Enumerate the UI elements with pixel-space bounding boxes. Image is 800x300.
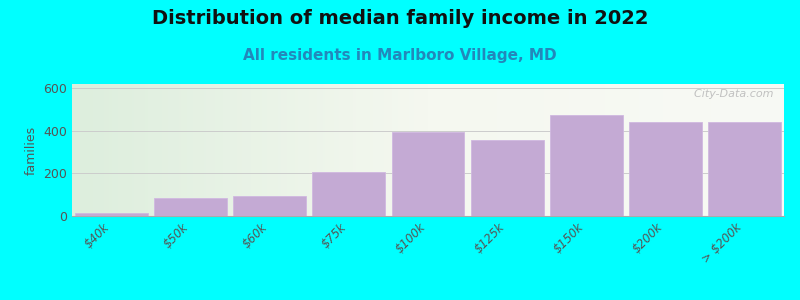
Bar <box>550 115 622 216</box>
Bar <box>75 213 148 216</box>
Bar <box>470 140 543 216</box>
Bar <box>154 198 227 216</box>
Bar <box>234 196 306 216</box>
Text: All residents in Marlboro Village, MD: All residents in Marlboro Village, MD <box>243 48 557 63</box>
Text: City-Data.com: City-Data.com <box>687 89 774 99</box>
Y-axis label: families: families <box>25 125 38 175</box>
Text: Distribution of median family income in 2022: Distribution of median family income in … <box>152 9 648 28</box>
Bar <box>629 122 702 216</box>
Bar <box>708 122 781 216</box>
Bar <box>313 172 386 216</box>
Bar <box>392 132 464 216</box>
